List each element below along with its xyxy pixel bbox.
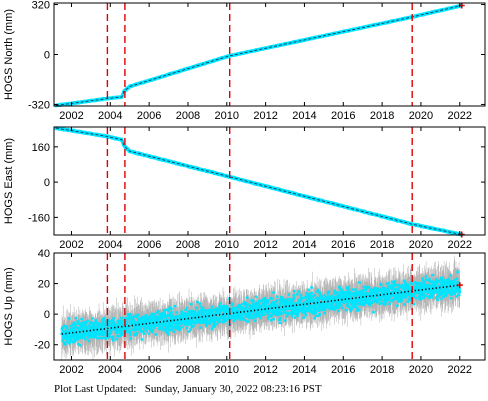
latest-point-marker [456,282,463,289]
data-points [54,126,463,237]
y-tick-label: -160 [28,212,50,224]
x-tick-label: 2020 [409,239,433,251]
x-tick-label: 2010 [215,364,239,376]
x-tick-label: 2016 [331,364,355,376]
x-tick-label: 2014 [292,110,316,122]
x-tick-label: 2012 [253,364,277,376]
x-tick-label: 2022 [448,364,472,376]
x-tick-label: 2012 [253,110,277,122]
trend-line [55,5,462,106]
y-axis-label: HOGS East (mm) [3,138,15,224]
x-tick-label: 2008 [176,364,200,376]
x-tick-label: 2020 [409,110,433,122]
y-tick-label: -320 [28,99,50,111]
y-tick-label: 40 [38,248,50,260]
y-tick-label: 0 [44,50,50,62]
x-tick-label: 2002 [59,239,83,251]
x-tick-label: 2018 [370,239,394,251]
x-tick-label: 2006 [137,239,161,251]
x-tick-label: 2010 [215,239,239,251]
y-tick-label: 0 [44,177,50,189]
y-tick-label: 20 [38,279,50,291]
plot-frame [53,2,486,107]
y-tick-label: 0 [44,309,50,321]
x-tick-label: 2012 [253,239,277,251]
footer-timestamp: Sunday, January 30, 2022 08:23:16 PST [144,383,322,395]
y-tick-label: 320 [32,0,50,12]
y-axis-label: HOGS North (mm) [3,9,15,100]
trend-line [55,127,462,236]
x-tick-label: 2002 [59,364,83,376]
x-tick-label: 2018 [370,364,394,376]
plot-last-updated: Plot Last Updated: Sunday, January 30, 2… [54,383,322,395]
x-tick-label: 2008 [176,239,200,251]
x-tick-label: 2018 [370,110,394,122]
x-tick-label: 2008 [176,110,200,122]
x-tick-label: 2010 [215,110,239,122]
x-tick-label: 2016 [331,239,355,251]
y-axis-label: HOGS Up (mm) [3,267,15,345]
x-tick-label: 2002 [59,110,83,122]
footer-label: Plot Last Updated: [54,383,137,395]
x-tick-label: 2006 [137,364,161,376]
x-tick-label: 2004 [98,110,122,122]
trend-line [61,284,458,335]
data-points [54,3,463,108]
x-tick-label: 2016 [331,110,355,122]
x-tick-label: 2004 [98,364,122,376]
x-tick-label: 2022 [448,110,472,122]
x-tick-label: 2020 [409,364,433,376]
x-tick-label: 2004 [98,239,122,251]
x-tick-label: 2022 [448,239,472,251]
y-tick-label: 160 [32,142,50,154]
y-tick-label: -20 [34,340,50,352]
plot-frame [53,252,486,361]
x-tick-label: 2014 [292,364,316,376]
x-tick-label: 2006 [137,110,161,122]
plot-frame [53,126,486,236]
x-tick-label: 2014 [292,239,316,251]
